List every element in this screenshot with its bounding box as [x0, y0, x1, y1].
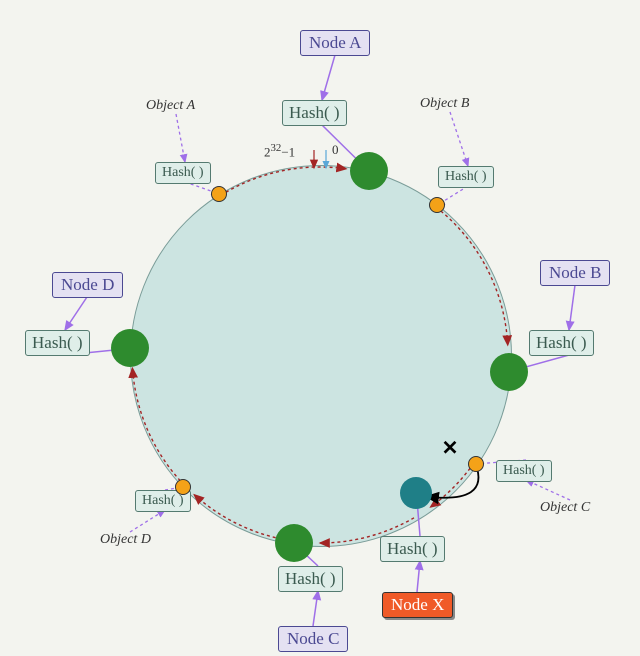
ring-node-D	[111, 329, 149, 367]
ring-max-label: 232−1	[264, 142, 295, 160]
consistent-hashing-diagram: { "canvas": {"w":640,"h":656,"bg":"#f3f4…	[0, 0, 640, 656]
object-label-B: Object B	[420, 96, 469, 112]
hash-box-object-C: Hash( )	[496, 460, 552, 482]
hash-box-node-A: Hash( )	[282, 100, 347, 126]
hash-box-object-B: Hash( )	[438, 166, 494, 188]
hash-box-node-X: Hash( )	[380, 536, 445, 562]
object-label-C: Object C	[540, 500, 590, 516]
ring-zero-label: 0	[332, 142, 339, 158]
hash-box-node-D: Hash( )	[25, 330, 90, 356]
x-mark-icon: ✕	[442, 436, 459, 461]
hash-box-object-A: Hash( )	[155, 162, 211, 184]
ring-node-A	[350, 152, 388, 190]
node-label-X: Node X	[382, 592, 453, 618]
node-label-B: Node B	[540, 260, 610, 286]
object-label-A: Object A	[146, 98, 195, 114]
node-label-C: Node C	[278, 626, 348, 652]
ring-node-B	[490, 353, 528, 391]
node-label-D: Node D	[52, 272, 123, 298]
ring-node-X	[400, 477, 432, 509]
ring-object-B	[429, 197, 445, 213]
ring-object-D	[175, 479, 191, 495]
node-label-A: Node A	[300, 30, 370, 56]
hash-box-node-C: Hash( )	[278, 566, 343, 592]
object-label-D: Object D	[100, 532, 151, 548]
ring-object-C	[468, 456, 484, 472]
ring-object-A	[211, 186, 227, 202]
ring-node-C	[275, 524, 313, 562]
hash-box-node-B: Hash( )	[529, 330, 594, 356]
